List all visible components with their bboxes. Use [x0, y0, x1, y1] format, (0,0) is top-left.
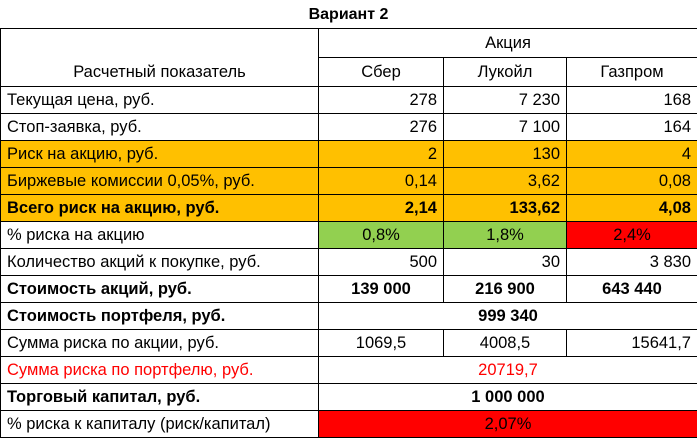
header-label-top: [0, 28, 319, 58]
row-label[interactable]: Количество акций к покупке, руб.: [0, 248, 319, 276]
cell-gazprom[interactable]: 643 440: [566, 275, 697, 303]
cell-sber[interactable]: 2,14: [318, 194, 444, 222]
cell-portfolio-risk-value[interactable]: 20719,7: [318, 356, 697, 384]
row-risk-pct: % риска на акцию 0,8% 1,8% 2,4%: [0, 221, 697, 249]
row-stop: Стоп-заявка, руб. 276 7 100 164: [0, 113, 697, 141]
row-label[interactable]: Стоимость портфеля, руб.: [0, 302, 319, 330]
row-qty: Количество акций к покупке, руб. 500 30 …: [0, 248, 697, 276]
cell-lukoil[interactable]: 7 100: [443, 113, 567, 141]
cell-gazprom[interactable]: 168: [566, 86, 697, 114]
row-capital: Торговый капитал, руб. 1 000 000: [0, 383, 697, 411]
cell-sber[interactable]: 0,8%: [318, 221, 444, 249]
col-sber[interactable]: Сбер: [318, 57, 444, 87]
row-total-risk: Всего риск на акцию, руб. 2,14 133,62 4,…: [0, 194, 697, 222]
cell-lukoil[interactable]: 30: [443, 248, 567, 276]
col-gazprom[interactable]: Газпром: [566, 57, 697, 87]
cell-gazprom[interactable]: 2,4%: [566, 221, 697, 249]
row-capital-risk: % риска к капиталу (риск/капитал) 2,07%: [0, 410, 697, 438]
row-label[interactable]: Биржевые комиссии 0,05%, руб.: [0, 167, 319, 195]
row-portfolio-risk: Сумма риска по портфелю, руб. 20719,7: [0, 356, 697, 384]
row-risk: Риск на акцию, руб. 2 130 4: [0, 140, 697, 168]
row-label[interactable]: Сумма риска по портфелю, руб.: [0, 356, 319, 384]
cell-lukoil[interactable]: 1,8%: [443, 221, 567, 249]
header-row-columns: Расчетный показатель Сбер Лукойл Газпром: [0, 57, 697, 87]
cell-lukoil[interactable]: 3,62: [443, 167, 567, 195]
cell-sber[interactable]: 139 000: [318, 275, 444, 303]
cell-sber[interactable]: 500: [318, 248, 444, 276]
row-label[interactable]: Стоимость акций, руб.: [0, 275, 319, 303]
header-group[interactable]: Акция: [318, 28, 697, 58]
cell-sber[interactable]: 0,14: [318, 167, 444, 195]
cell-gazprom[interactable]: 0,08: [566, 167, 697, 195]
header-label[interactable]: Расчетный показатель: [0, 57, 319, 87]
row-fees: Биржевые комиссии 0,05%, руб. 0,14 3,62 …: [0, 167, 697, 195]
row-label[interactable]: Торговый капитал, руб.: [0, 383, 319, 411]
cell-capital-value[interactable]: 1 000 000: [318, 383, 697, 411]
row-label[interactable]: % риска на акцию: [0, 221, 319, 249]
row-label[interactable]: Риск на акцию, руб.: [0, 140, 319, 168]
cell-lukoil[interactable]: 4008,5: [443, 329, 567, 357]
row-label[interactable]: Всего риск на акцию, руб.: [0, 194, 319, 222]
cell-capital-risk-value[interactable]: 2,07%: [318, 410, 697, 438]
cell-lukoil[interactable]: 7 230: [443, 86, 567, 114]
cell-portfolio-value[interactable]: 999 340: [318, 302, 697, 330]
cell-lukoil[interactable]: 130: [443, 140, 567, 168]
cell-gazprom[interactable]: 164: [566, 113, 697, 141]
cell-sber[interactable]: 278: [318, 86, 444, 114]
sheet-title: Вариант 2: [308, 6, 389, 23]
col-lukoil[interactable]: Лукойл: [443, 57, 567, 87]
cell-sber[interactable]: 1069,5: [318, 329, 444, 357]
cell-sber[interactable]: 276: [318, 113, 444, 141]
row-label[interactable]: % риска к капиталу (риск/капитал): [0, 410, 319, 438]
row-label[interactable]: Сумма риска по акции, руб.: [0, 329, 319, 357]
row-label[interactable]: Стоп-заявка, руб.: [0, 113, 319, 141]
calculation-table: Акция Расчетный показатель Сбер Лукойл Г…: [0, 28, 697, 438]
row-portfolio: Стоимость портфеля, руб. 999 340: [0, 302, 697, 330]
row-price: Текущая цена, руб. 278 7 230 168: [0, 86, 697, 114]
row-risk-sum: Сумма риска по акции, руб. 1069,5 4008,5…: [0, 329, 697, 357]
cell-lukoil[interactable]: 216 900: [443, 275, 567, 303]
header-row-group: Акция: [0, 28, 697, 58]
cell-lukoil[interactable]: 133,62: [443, 194, 567, 222]
row-label[interactable]: Текущая цена, руб.: [0, 86, 319, 114]
cell-sber[interactable]: 2: [318, 140, 444, 168]
cell-gazprom[interactable]: 4,08: [566, 194, 697, 222]
cell-gazprom[interactable]: 3 830: [566, 248, 697, 276]
cell-gazprom[interactable]: 4: [566, 140, 697, 168]
cell-gazprom[interactable]: 15641,7: [566, 329, 697, 357]
row-cost: Стоимость акций, руб. 139 000 216 900 64…: [0, 275, 697, 303]
